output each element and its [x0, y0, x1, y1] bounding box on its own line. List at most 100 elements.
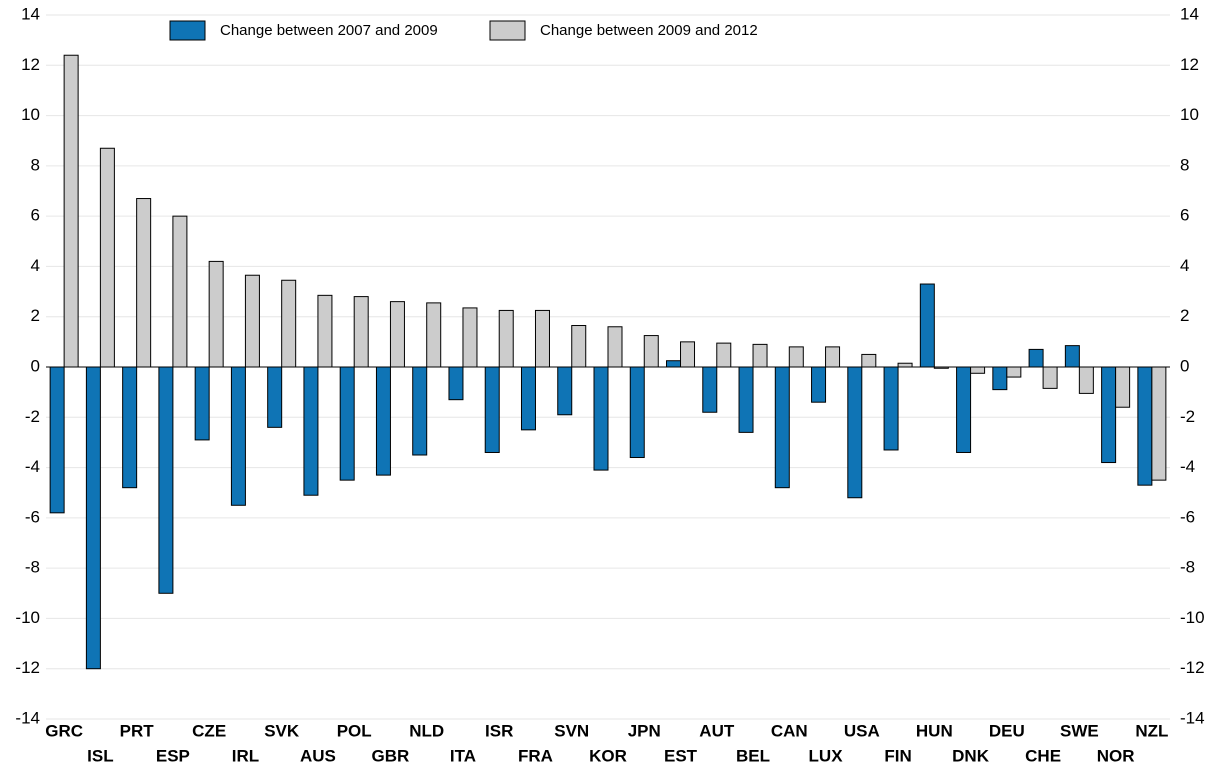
y2-tick-label: 8 [1180, 155, 1189, 174]
bar [897, 362, 913, 368]
bar [643, 335, 659, 368]
y-tick-label: 2 [31, 306, 40, 325]
legend-swatch [489, 20, 526, 41]
bar [571, 325, 587, 368]
y-tick-label: 10 [21, 105, 40, 124]
x-tick-label: CHE [1025, 746, 1061, 765]
bar [970, 366, 986, 374]
x-tick-label: SWE [1060, 721, 1099, 740]
bar [353, 296, 369, 368]
x-tick-label: SVN [554, 721, 589, 740]
bar [956, 366, 972, 453]
bar [1078, 366, 1094, 394]
y-tick-label: -14 [15, 708, 40, 727]
bar [520, 366, 536, 431]
bar [122, 366, 138, 489]
bar [861, 353, 877, 368]
bar [498, 309, 514, 368]
y2-tick-label: -14 [1180, 708, 1205, 727]
bar [1101, 366, 1117, 464]
bar [557, 366, 573, 416]
bar [194, 366, 210, 441]
x-tick-label: ITA [450, 746, 476, 765]
x-tick-label: AUT [699, 721, 735, 740]
y2-tick-label: 12 [1180, 55, 1199, 74]
x-tick-label: DEU [989, 721, 1025, 740]
y2-tick-label: -12 [1180, 658, 1205, 677]
bar [426, 302, 442, 368]
bar [63, 54, 79, 368]
x-tick-label: JPN [628, 721, 661, 740]
bar [230, 366, 246, 506]
legend-label: Change between 2007 and 2009 [220, 22, 438, 39]
y-tick-label: 4 [31, 256, 40, 275]
x-tick-label: USA [844, 721, 880, 740]
bar [208, 260, 224, 368]
bar [49, 366, 65, 514]
y-tick-label: -4 [25, 457, 40, 476]
legend-swatch [169, 20, 206, 41]
bar [99, 147, 115, 368]
x-tick-label: FRA [518, 746, 553, 765]
x-tick-label: EST [664, 746, 698, 765]
bar [303, 366, 319, 496]
bar [244, 274, 260, 368]
bar [1028, 348, 1044, 368]
y2-tick-label: -2 [1180, 407, 1195, 426]
y2-tick-label: -4 [1180, 457, 1195, 476]
bar [339, 366, 355, 481]
x-tick-label: NOR [1097, 746, 1135, 765]
x-tick-label: POL [337, 721, 372, 740]
bar [788, 346, 804, 368]
bar [281, 279, 297, 368]
bar [412, 366, 428, 456]
bar [607, 326, 623, 368]
bar [1042, 366, 1058, 389]
bar [702, 366, 718, 413]
bar [534, 309, 550, 368]
bar [389, 301, 405, 368]
bar [666, 360, 682, 368]
x-tick-label: SVK [264, 721, 300, 740]
y-tick-label: 6 [31, 206, 40, 225]
bar [752, 343, 768, 368]
bar [883, 366, 899, 451]
bar [462, 307, 478, 368]
y-tick-label: 12 [21, 55, 40, 74]
bar [85, 366, 101, 670]
x-tick-label: IRL [232, 746, 259, 765]
bar [172, 215, 188, 368]
y2-tick-label: 4 [1180, 256, 1189, 275]
bar [811, 366, 827, 403]
y2-tick-label: -6 [1180, 507, 1195, 526]
bar [375, 366, 391, 476]
x-tick-label: LUX [809, 746, 844, 765]
bar [136, 198, 152, 368]
y-tick-label: -12 [15, 658, 40, 677]
bar [317, 294, 333, 368]
y-tick-label: -10 [15, 608, 40, 627]
bar [267, 366, 283, 428]
bar [738, 366, 754, 433]
bar [484, 366, 500, 453]
y-tick-label: 0 [31, 356, 40, 375]
y-tick-label: -8 [25, 558, 40, 577]
y-tick-label: -2 [25, 407, 40, 426]
x-tick-label: ESP [156, 746, 190, 765]
y-tick-label: -6 [25, 507, 40, 526]
bar [1064, 345, 1080, 368]
bar [158, 366, 174, 594]
bar [825, 346, 841, 368]
y2-tick-label: 6 [1180, 206, 1189, 225]
bar [716, 342, 732, 368]
y2-tick-label: -10 [1180, 608, 1205, 627]
bar [1006, 366, 1022, 378]
bar [448, 366, 464, 401]
x-tick-label: CAN [771, 721, 808, 740]
x-tick-label: NLD [409, 721, 444, 740]
bar [1115, 366, 1131, 408]
bar [919, 283, 935, 368]
bar [680, 341, 696, 368]
x-tick-label: FIN [884, 746, 911, 765]
